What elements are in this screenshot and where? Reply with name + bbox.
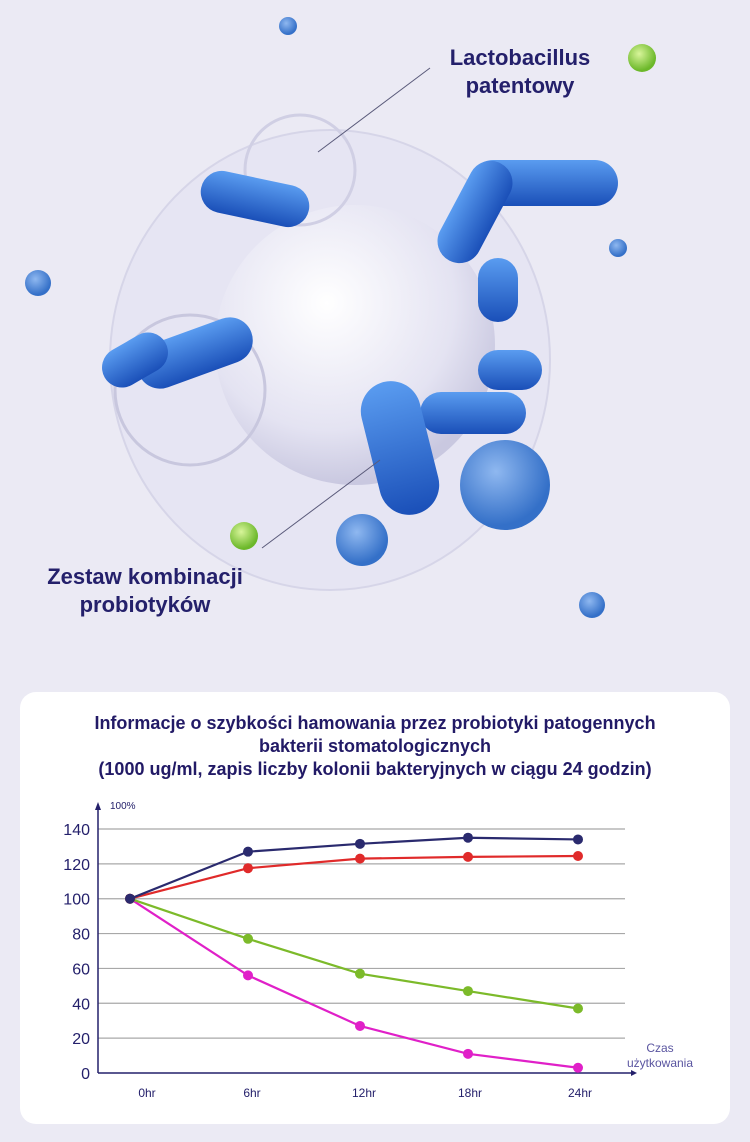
x-tick-label: 18hr (458, 1086, 482, 1100)
data-point (243, 846, 253, 857)
data-point (243, 970, 253, 981)
data-point (355, 853, 365, 864)
hero-illustration: Lactobacillus patentowy Zestaw kombinacj… (25, 17, 656, 619)
data-point (573, 834, 583, 845)
y-tick-label: 0 (81, 1066, 90, 1083)
data-point (573, 1003, 583, 1014)
data-point (243, 863, 253, 874)
label-probiotics-set: Zestaw kombinacji probiotyków (25, 563, 265, 619)
y-tick-label: 140 (63, 822, 90, 839)
x-axis-arrow (631, 1070, 637, 1076)
data-point (125, 893, 135, 904)
data-point (463, 1048, 473, 1059)
chart-title-line: Informacje o szybkości hamowania przez p… (94, 713, 656, 733)
chart-card: Informacje o szybkości hamowania przez p… (20, 692, 730, 1124)
chart-title: Informacje o szybkości hamowania przez p… (20, 712, 730, 781)
label-line: Zestaw kombinacji (47, 564, 243, 589)
series-line (129, 897, 579, 1069)
data-point (573, 851, 583, 862)
data-point (243, 933, 253, 944)
y-tick-label: 120 (63, 857, 90, 874)
chart-title-line: (1000 ug/ml, zapis liczby kolonii bakter… (98, 759, 652, 779)
x-tick-label: 24hr (568, 1086, 592, 1100)
label-line: probiotyków (79, 592, 211, 617)
data-point (463, 851, 473, 862)
label-lactobacillus: Lactobacillus patentowy (420, 44, 620, 100)
x-axis-label: użytkowania (627, 1056, 693, 1070)
series-line (129, 897, 579, 1010)
data-point (355, 1020, 365, 1031)
x-tick-label: 6hr (243, 1086, 260, 1100)
data-point (573, 1062, 583, 1073)
series-line (129, 836, 579, 900)
y-tick-label: 40 (72, 996, 90, 1013)
x-tick-label: 12hr (352, 1086, 376, 1100)
y-tick-label: 20 (72, 1031, 90, 1048)
label-line: patentowy (465, 73, 575, 98)
label-line: Lactobacillus (449, 45, 591, 70)
y-tick-label: 80 (72, 927, 90, 944)
probiotics-illustration (25, 17, 656, 618)
data-point (463, 986, 473, 997)
data-point (463, 832, 473, 843)
data-point (355, 838, 365, 849)
data-point (355, 968, 365, 979)
chart-title-line: bakterii stomatologicznych (258, 736, 492, 756)
x-tick-label: 0hr (138, 1086, 155, 1100)
y-tick-label: 100 (63, 892, 90, 909)
series-line (129, 854, 579, 900)
y-tick-label: 60 (72, 961, 90, 978)
x-axis-label: Czas (646, 1041, 673, 1055)
y-axis-label: 100% (110, 801, 136, 812)
y-axis-arrow (95, 802, 101, 810)
